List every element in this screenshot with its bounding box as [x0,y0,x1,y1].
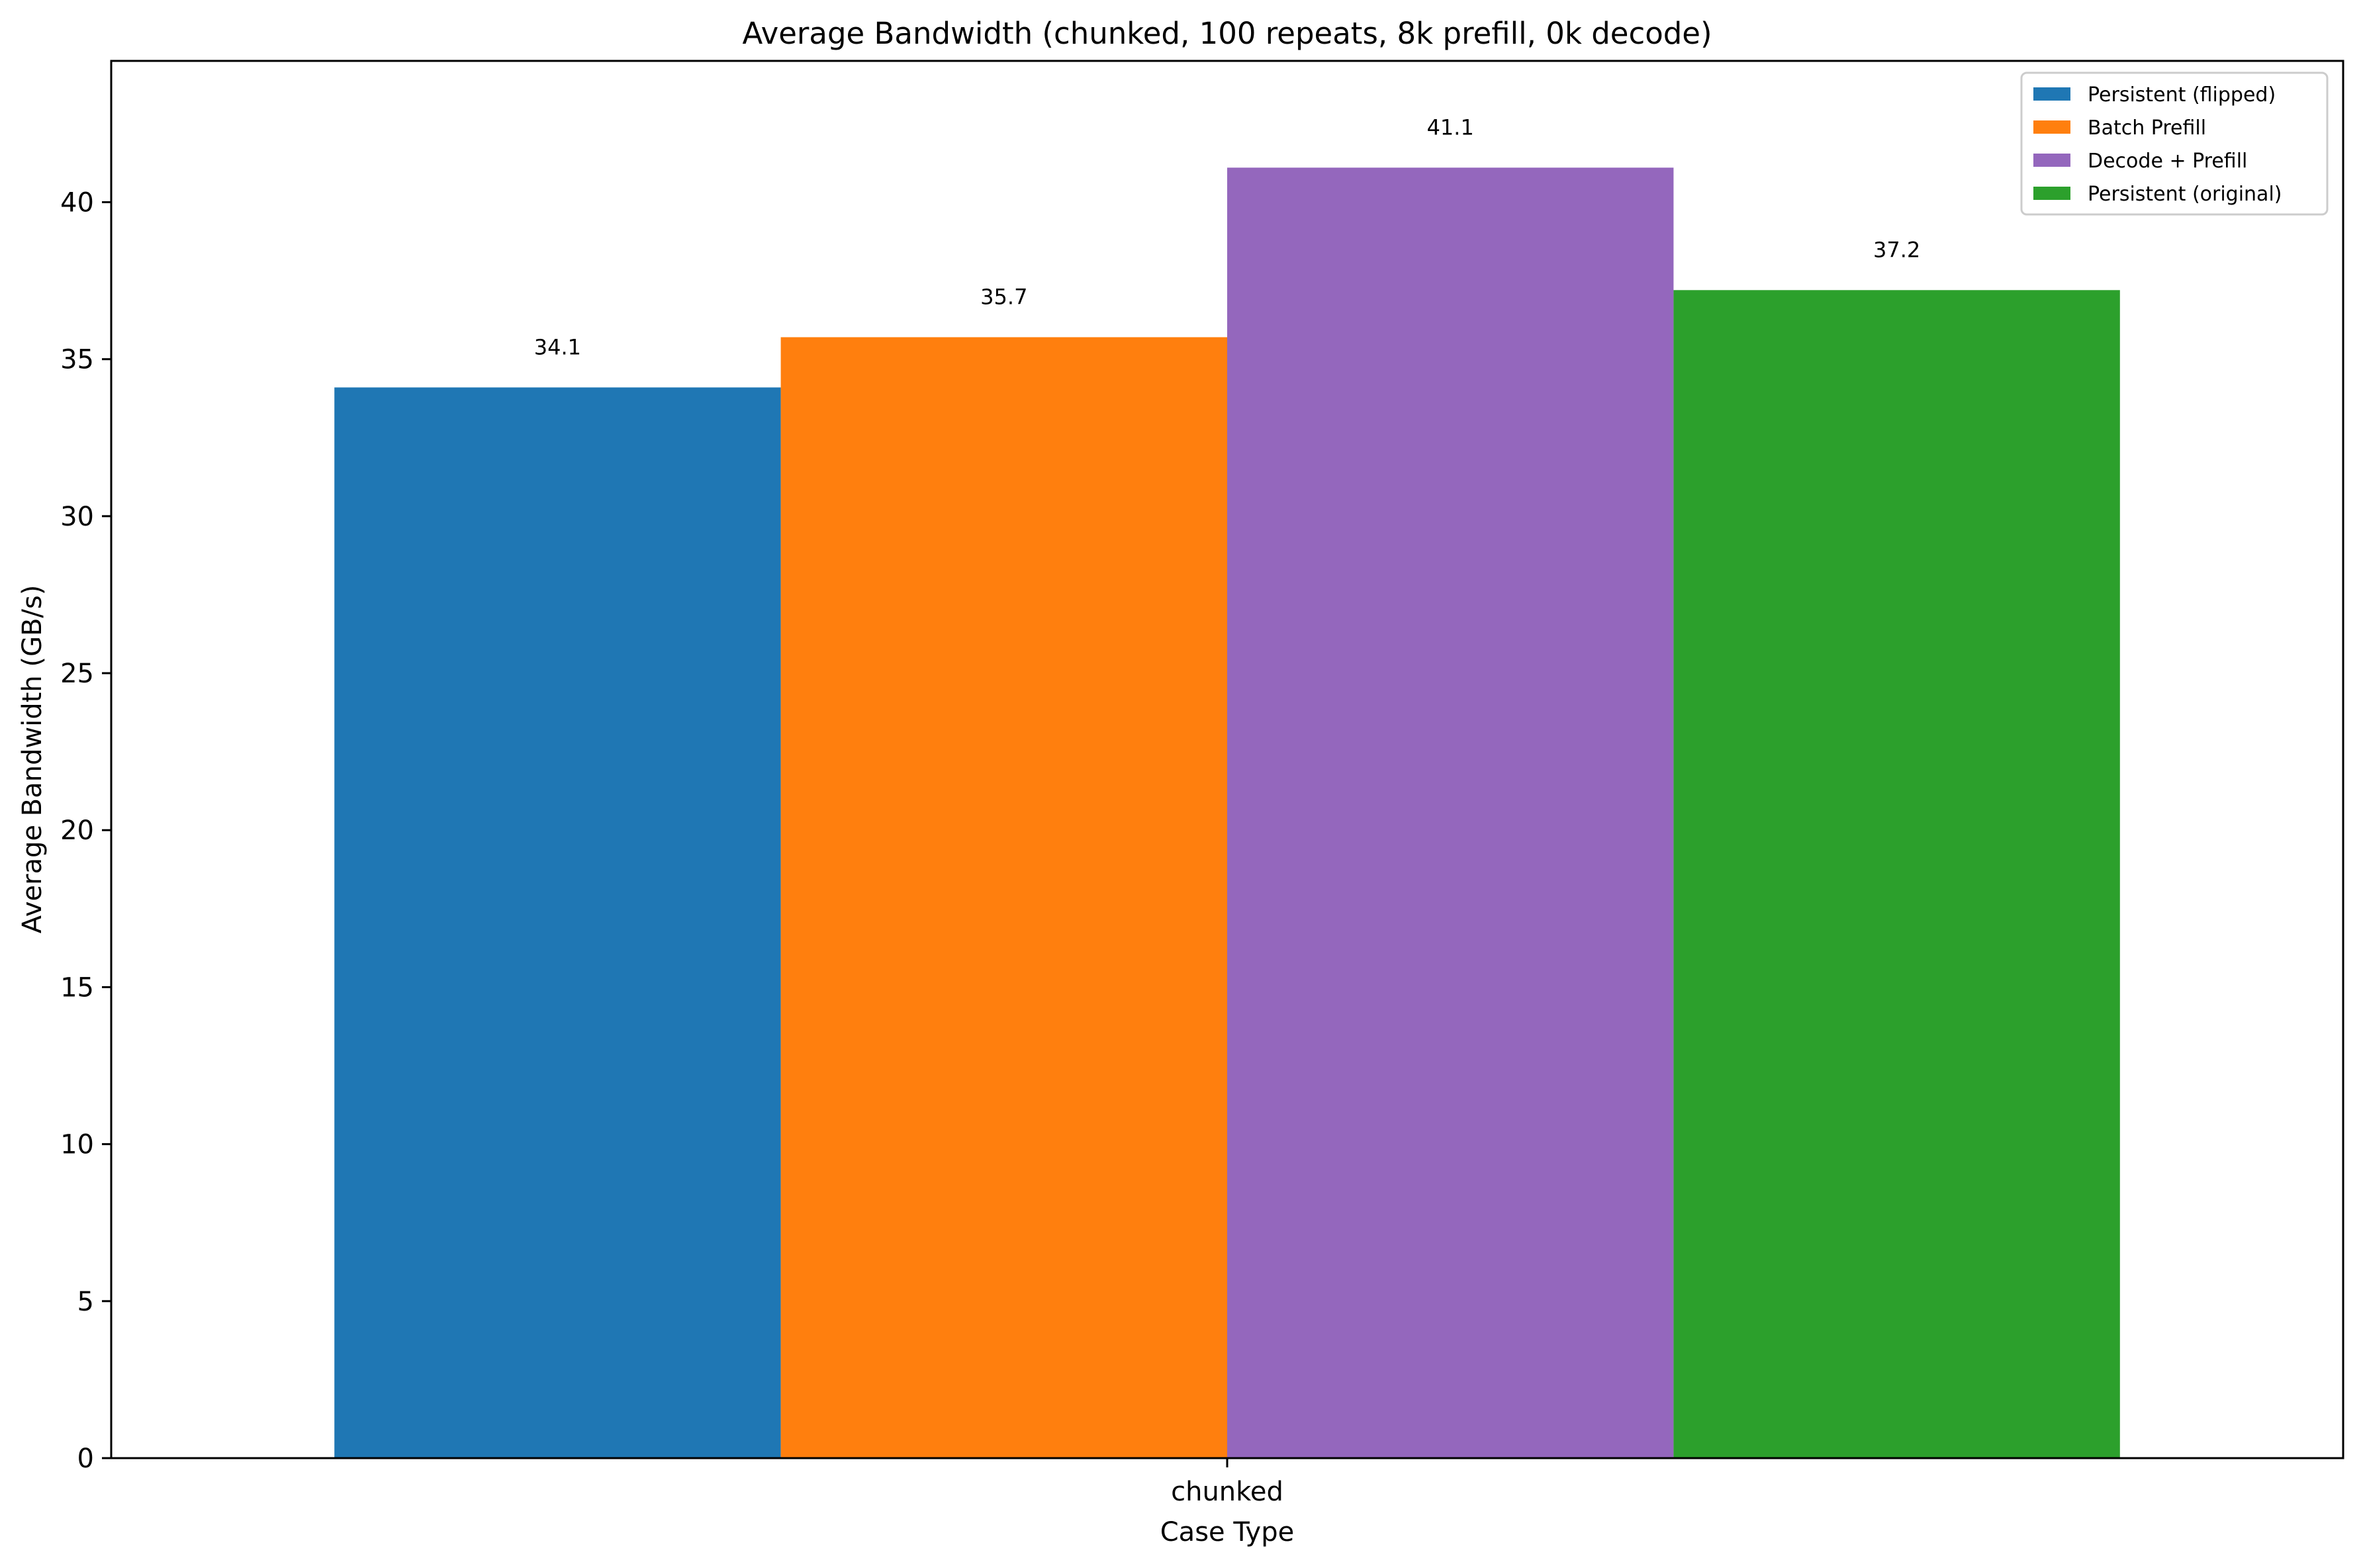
legend-swatch [2033,120,2070,134]
bar-value-label: 34.1 [534,334,581,359]
legend-entry-label: Persistent (flipped) [2088,83,2276,107]
x-axis-label: Case Type [1160,1517,1294,1547]
bar-value-label: 41.1 [1427,115,1474,140]
y-tick-label: 10 [60,1130,94,1160]
legend-entry-label: Batch Prefill [2088,116,2206,140]
y-tick-label: 30 [60,502,94,532]
y-tick-label: 5 [77,1287,94,1317]
legend: Persistent (flipped) Batch Prefill Decode … [2020,71,2329,216]
bar-decode-prefill [1227,167,1674,1458]
legend-entry-label: Persistent (original) [2088,183,2282,206]
bar-persistent-original [1673,290,2120,1459]
y-tick-label: 40 [60,187,94,218]
legend-entry-label: Decode + Prefill [2088,150,2247,173]
y-axis: 0 5 10 15 20 25 30 35 40 [60,187,111,1474]
legend-swatch [2033,154,2070,167]
chart-title: Average Bandwidth (chunked, 100 repeats,… [742,16,1712,51]
y-tick-label: 35 [60,345,94,375]
bars-layer [334,167,2120,1459]
y-tick-label: 25 [60,659,94,689]
y-axis-label: Average Bandwidth (GB/s) [17,585,48,934]
y-tick-label: 15 [60,972,94,1003]
legend-swatch [2033,87,2070,101]
y-tick-label: 20 [60,815,94,846]
bar-value-label: 35.7 [980,284,1027,309]
bar-batch-prefill [780,337,1227,1458]
x-tick-label: chunked [1171,1477,1283,1507]
bar-persistent-flipped [334,387,781,1458]
y-tick-label: 0 [77,1444,94,1474]
bar-value-label: 37.2 [1873,237,1920,262]
x-axis: chunked [1171,1458,1283,1507]
value-labels-layer: 34.1 35.7 41.1 37.2 [534,115,1920,359]
legend-frame [2020,71,2329,216]
legend-swatch [2033,187,2070,200]
